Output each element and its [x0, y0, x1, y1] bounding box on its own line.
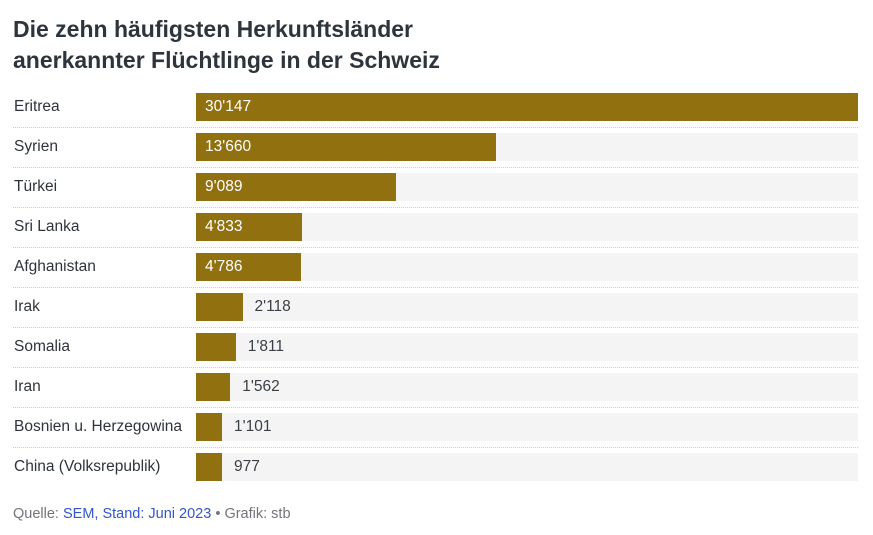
bar-track: 2'118 — [196, 293, 858, 322]
country-label: Somalia — [14, 338, 70, 356]
bar — [196, 453, 222, 482]
value-label: 977 — [234, 458, 260, 476]
value-label: 30'147 — [205, 97, 252, 115]
bar-track: 977 — [196, 453, 858, 482]
chart-title-line2: anerkannter Flüchtlinge in der Schweiz — [13, 46, 440, 73]
bar-row: Bosnien u. Herzegowina 1'101 — [13, 406, 858, 447]
country-label: Afghanistan — [14, 258, 96, 276]
value-label: 4'786 — [205, 258, 243, 276]
bar — [196, 133, 496, 162]
bar-row: Türkei 9'089 — [13, 166, 858, 207]
bar — [196, 373, 231, 402]
value-label: 1'811 — [247, 338, 285, 356]
source-separator: • — [211, 505, 225, 522]
country-label: Sri Lanka — [14, 218, 80, 236]
source-line: Quelle: SEM, Stand: Juni 2023 • Grafik: … — [13, 506, 858, 522]
bar-track: 1'562 — [196, 373, 858, 402]
value-label: 9'089 — [205, 178, 243, 196]
country-label: Eritrea — [14, 97, 60, 115]
bar — [196, 253, 302, 282]
bar-rows: Eritrea 30'147 Syrien 13'660 Türkei 9'089 Sri … — [13, 87, 858, 487]
bar-row: Iran 1'562 — [13, 366, 858, 407]
bar — [196, 333, 236, 362]
bar — [196, 293, 243, 322]
bar — [196, 92, 858, 121]
country-label: Türkei — [14, 178, 58, 196]
value-label: 13'660 — [205, 138, 252, 156]
bar-row: Syrien 13'660 — [13, 126, 858, 167]
value-label: 1'101 — [234, 418, 272, 436]
bar-track: 4'786 — [196, 253, 858, 282]
bar-row: Eritrea 30'147 — [13, 87, 858, 127]
bar-row: Sri Lanka 4'833 — [13, 206, 858, 247]
bar-track: 30'147 — [196, 92, 858, 121]
bar-track: 9'089 — [196, 173, 858, 202]
country-label: China (Volksrepublik) — [14, 458, 161, 476]
source-prefix: Quelle: — [13, 505, 63, 522]
country-label: Iran — [14, 378, 41, 396]
bar-row: China (Volksrepublik) 977 — [13, 446, 858, 487]
country-label: Syrien — [14, 138, 58, 156]
bar-row: Afghanistan 4'786 — [13, 246, 858, 287]
bar — [196, 213, 303, 242]
chart-title-line1: Die zehn häufigsten Herkunftsländer — [13, 16, 414, 42]
value-label: 1'562 — [242, 378, 280, 396]
country-label: Irak — [14, 298, 40, 316]
graphic-credit: Grafik: stb — [224, 505, 291, 522]
bar — [196, 173, 396, 202]
bar-track: 13'660 — [196, 133, 858, 162]
bar-track: 1'811 — [196, 333, 858, 362]
chart-title: Die zehn häufigsten Herkunftsländer aner… — [13, 14, 858, 76]
bar-row: Irak 2'118 — [13, 286, 858, 327]
bar-track: 4'833 — [196, 213, 858, 242]
bar-track: 1'101 — [196, 413, 858, 442]
value-label: 4'833 — [205, 218, 243, 236]
bar-row: Somalia 1'811 — [13, 326, 858, 367]
value-label: 2'118 — [254, 298, 291, 316]
source-link[interactable]: SEM, Stand: Juni 2023 — [62, 505, 212, 522]
country-label: Bosnien u. Herzegowina — [14, 418, 183, 436]
bar — [196, 413, 222, 442]
